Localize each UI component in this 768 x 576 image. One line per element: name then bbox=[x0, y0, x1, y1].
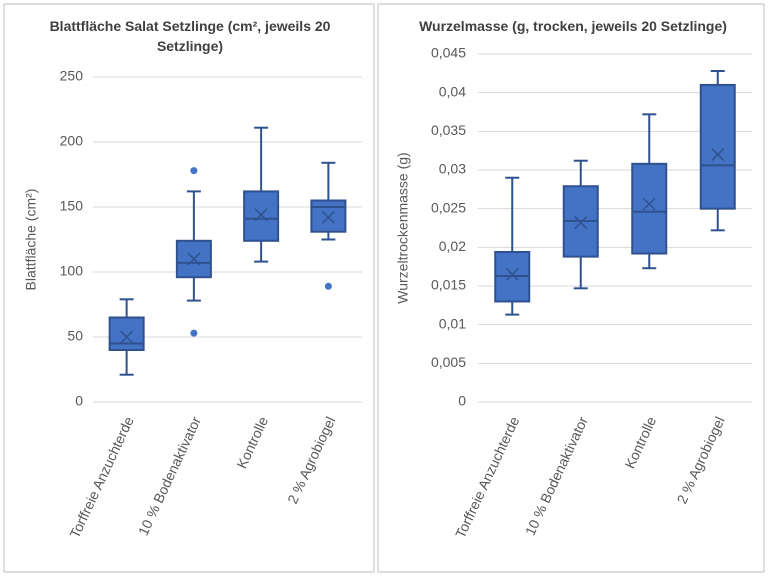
box bbox=[243, 190, 280, 242]
y-tick-label: 0,005 bbox=[431, 354, 466, 370]
mean-marker bbox=[711, 148, 725, 162]
x-tick-label: 10 % Bodenaktivator bbox=[135, 414, 204, 538]
y-tick-label: 0,01 bbox=[439, 315, 466, 331]
y-tick-label: 150 bbox=[60, 198, 84, 214]
y-tick-label: 0 bbox=[75, 393, 83, 409]
mean-marker bbox=[120, 330, 134, 344]
mean-marker bbox=[505, 267, 519, 281]
x-tick-label: Torffreie Anzuchterde bbox=[66, 414, 136, 541]
y-tick-label: 0,02 bbox=[439, 238, 466, 254]
x-tick-label: 2 % Agrobiogel bbox=[674, 414, 728, 506]
mean-marker bbox=[321, 210, 335, 224]
mean-marker bbox=[642, 197, 656, 211]
y-tick-label: 0,03 bbox=[439, 161, 466, 177]
mean-marker bbox=[187, 252, 201, 266]
y-tick-label: 100 bbox=[60, 263, 84, 279]
x-tick-label: Kontrolle bbox=[621, 414, 659, 471]
outlier bbox=[190, 329, 198, 337]
y-tick-label: 0,04 bbox=[439, 83, 466, 99]
box bbox=[699, 83, 736, 210]
panel-border bbox=[377, 3, 765, 573]
mean-marker bbox=[254, 208, 268, 222]
x-tick-label: 2 % Agrobiogel bbox=[284, 414, 338, 506]
box bbox=[108, 316, 145, 351]
panel-border bbox=[3, 3, 375, 573]
mean-marker bbox=[574, 216, 588, 230]
y-axis-label: Wurzeltrockenmasse (g) bbox=[395, 152, 411, 303]
y-axis-label: Blattfläche (cm²) bbox=[23, 189, 39, 291]
outlier bbox=[190, 167, 198, 175]
y-tick-label: 250 bbox=[60, 68, 84, 84]
outlier bbox=[324, 282, 332, 290]
x-tick-label: 10 % Bodenaktivator bbox=[522, 414, 591, 538]
y-tick-label: 0,035 bbox=[431, 122, 466, 138]
y-tick-label: 0,045 bbox=[431, 45, 466, 61]
chart-title: Blattfläche Salat Setzlinge (cm², jeweil… bbox=[49, 18, 331, 54]
y-tick-label: 0,015 bbox=[431, 277, 466, 293]
box bbox=[631, 162, 668, 255]
y-tick-label: 0 bbox=[458, 393, 466, 409]
y-tick-label: 0,025 bbox=[431, 199, 466, 215]
y-tick-label: 50 bbox=[67, 328, 83, 344]
x-tick-label: Torffreie Anzuchterde bbox=[452, 414, 522, 541]
chart-title: Wurzelmasse (g, trocken, jeweils 20 Setz… bbox=[419, 18, 727, 34]
x-tick-label: Kontrolle bbox=[233, 414, 271, 471]
box bbox=[310, 199, 347, 233]
y-tick-label: 200 bbox=[60, 133, 84, 149]
